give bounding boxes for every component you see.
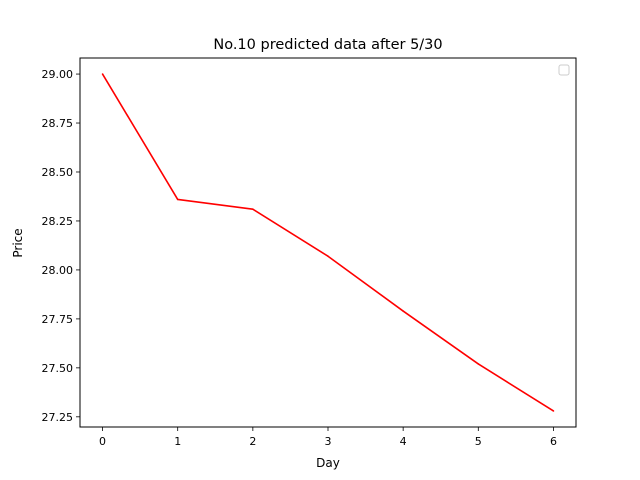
x-tick-label: 1 — [174, 435, 181, 448]
data-point — [402, 310, 404, 312]
x-tick-label: 0 — [99, 435, 106, 448]
data-point — [552, 410, 555, 412]
x-tick-label: 5 — [475, 435, 482, 448]
x-tick-label: 3 — [325, 435, 332, 448]
x-tick-label: 2 — [249, 435, 256, 448]
legend-box — [558, 64, 570, 76]
data-point — [101, 73, 104, 75]
chart-title: No.10 predicted data after 5/30 — [213, 37, 442, 53]
y-tick-label: 28.75 — [42, 117, 74, 130]
data-point — [327, 255, 329, 258]
y-tick-label: 28.25 — [42, 215, 74, 228]
data-point — [477, 363, 480, 365]
data-point — [176, 198, 179, 201]
x-tick-label: 6 — [550, 435, 557, 448]
y-axis-label: Price — [11, 228, 25, 257]
data-point — [252, 208, 254, 211]
y-tick-label: 27.50 — [42, 362, 74, 375]
y-tick-label: 27.75 — [42, 313, 74, 326]
x-tick-label: 4 — [400, 435, 407, 448]
y-tick-label: 29.00 — [42, 68, 74, 81]
y-tick-label: 27.25 — [42, 411, 74, 424]
x-axis-label: Day — [316, 456, 340, 470]
y-tick-label: 28.00 — [42, 264, 74, 277]
y-tick-label: 28.50 — [42, 166, 74, 179]
